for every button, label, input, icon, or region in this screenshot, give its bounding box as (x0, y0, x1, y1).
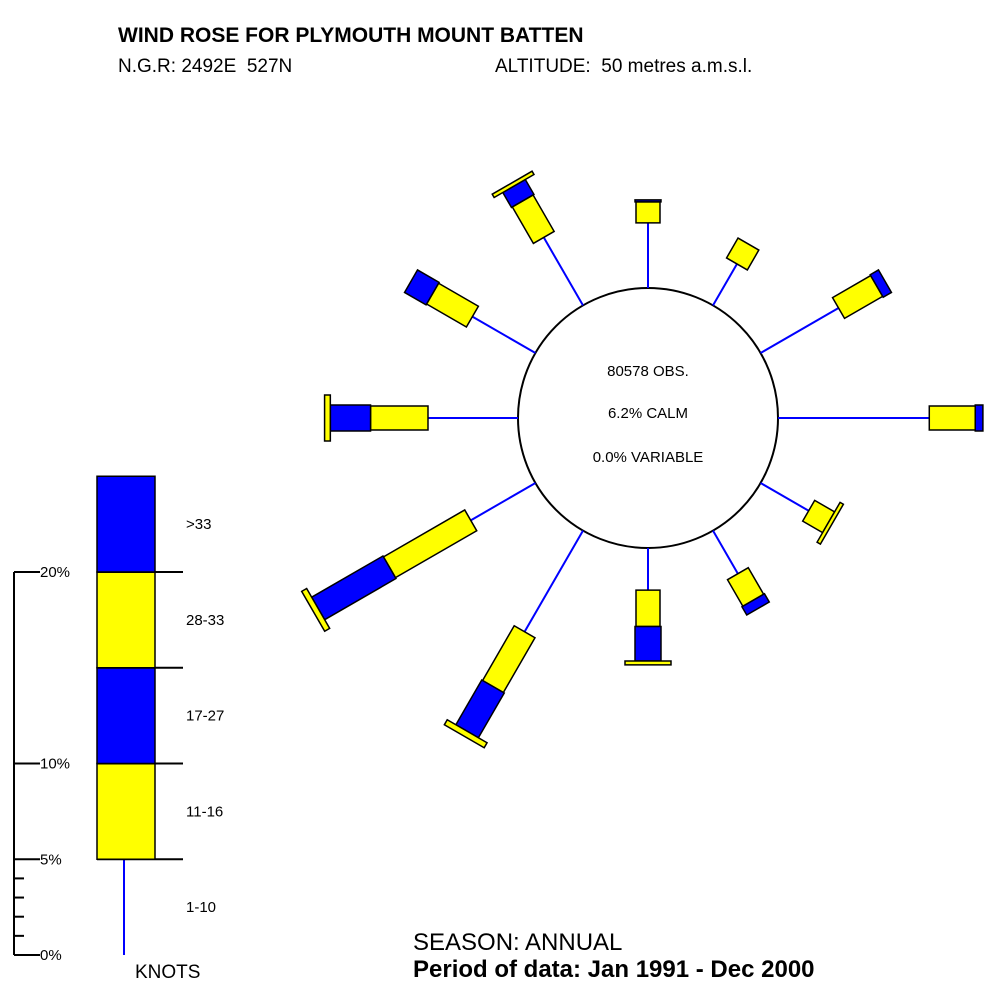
rose-segment (481, 624, 537, 694)
legend-box (96, 667, 156, 765)
rose-line (712, 530, 739, 575)
legend-label: 1-10 (186, 899, 216, 916)
rose-segment (740, 592, 771, 617)
legend-box (96, 475, 156, 573)
rose-segment (491, 170, 536, 199)
rose-segment (928, 405, 976, 431)
rose-segment (974, 404, 984, 432)
rose-line (760, 307, 840, 354)
y-tick-label: 20% (40, 564, 70, 581)
legend-label: 28-33 (186, 612, 224, 629)
rose-line (760, 482, 810, 512)
subtitle: N.G.R: 2492E 527N (118, 56, 292, 77)
legend-box (96, 762, 156, 860)
rose-segment (323, 394, 332, 442)
y-tick-label: 0% (40, 947, 62, 964)
rose-segment (443, 718, 489, 749)
rose-line (523, 530, 584, 633)
rose-segment (635, 201, 661, 224)
rose-segment (369, 405, 429, 431)
y-tick-label: 5% (40, 851, 62, 868)
legend-label: 17-27 (186, 708, 224, 725)
subtitle: ALTITUDE: 50 metres a.m.s.l. (495, 56, 752, 77)
legend-title: KNOTS (135, 962, 200, 983)
rose-line (470, 482, 536, 522)
legend-label: 11-16 (186, 803, 223, 820)
rose-segment (310, 554, 397, 621)
rose-segment (816, 501, 845, 546)
rose-segment (329, 404, 372, 432)
rose-segment (300, 587, 331, 633)
rose-segment (382, 508, 478, 579)
center-text: 6.2% CALM (608, 405, 688, 422)
footer: SEASON: ANNUAL (413, 929, 622, 956)
rose-segment (634, 625, 662, 662)
center-text: 80578 OBS. (607, 363, 689, 380)
y-tick-label: 10% (40, 756, 70, 773)
rose-line (542, 236, 584, 306)
rose-segment (634, 199, 662, 203)
rose-segment (624, 660, 672, 666)
rose-line (712, 263, 738, 306)
legend-label: >33 (186, 516, 211, 533)
rose-segment (725, 237, 760, 271)
chart-title: WIND ROSE FOR PLYMOUTH MOUNT BATTEN (118, 24, 584, 47)
rose-line (471, 315, 536, 354)
legend-box (96, 571, 156, 669)
center-text: 0.0% VARIABLE (593, 449, 704, 466)
footer: Period of data: Jan 1991 - Dec 2000 (413, 956, 815, 983)
rose-segment (635, 589, 661, 628)
